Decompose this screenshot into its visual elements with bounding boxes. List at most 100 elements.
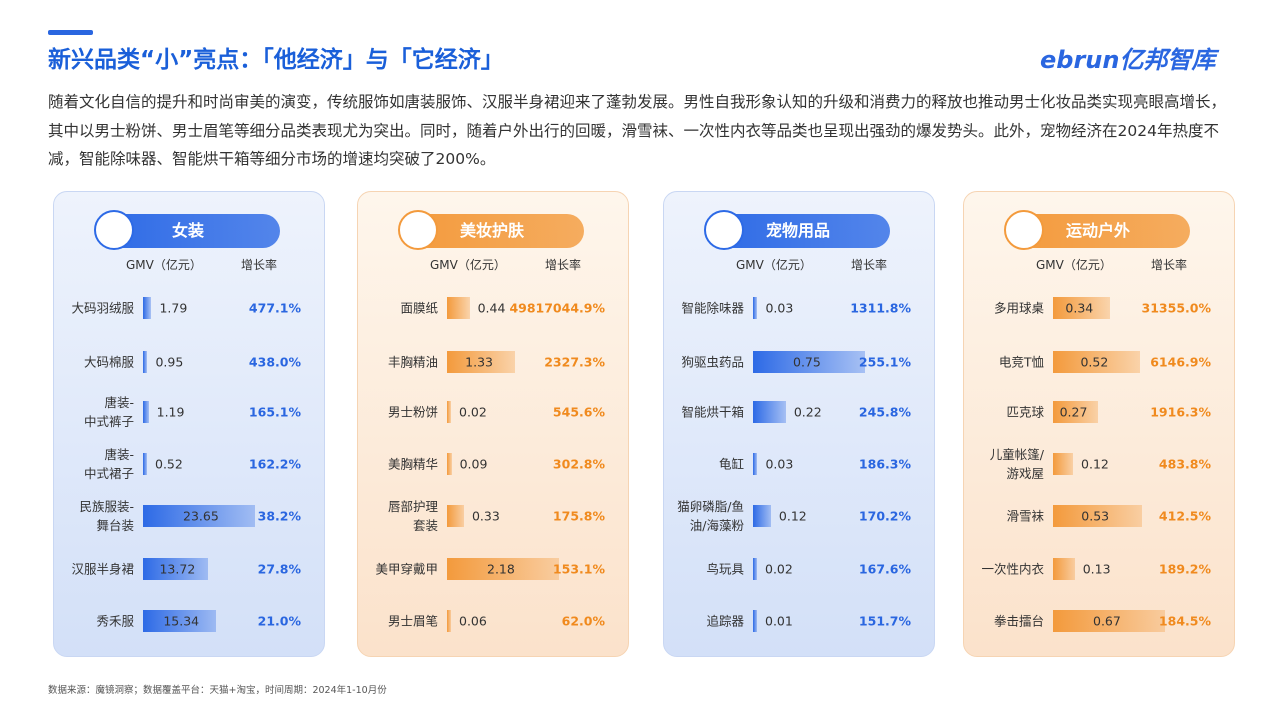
gmv-bar bbox=[753, 610, 757, 632]
gmv-bar bbox=[447, 401, 451, 423]
growth-label: 151.7% bbox=[858, 613, 911, 629]
growth-label: 49817044.9% bbox=[509, 300, 605, 316]
category-label: 丰胸精油 bbox=[387, 354, 438, 370]
gmv-label: 1.19 bbox=[156, 404, 185, 420]
title-accent bbox=[48, 30, 93, 35]
gmv-bar bbox=[1053, 297, 1110, 319]
growth-label: 1311.8% bbox=[850, 300, 911, 316]
gmv-bar bbox=[1053, 351, 1140, 373]
gmv-bar bbox=[1053, 610, 1165, 632]
gmv-label: 23.65 bbox=[183, 508, 219, 524]
gmv-label: 0.75 bbox=[793, 354, 821, 370]
growth-label: 31355.0% bbox=[1141, 300, 1211, 316]
gmv-bar bbox=[753, 505, 771, 527]
gmv-label: 0.33 bbox=[471, 508, 500, 524]
category-panel: 运动户外 GMV（亿元） 增长率 多用球桌 0.34 31355.0% 电竞T恤 0.52 61… bbox=[963, 191, 1235, 657]
category-label: 电竞T恤 bbox=[998, 354, 1044, 370]
gmv-label: 0.67 bbox=[1093, 613, 1121, 629]
category-label: 多用球桌 bbox=[993, 300, 1044, 316]
logo: ebrun亿邦智库 bbox=[1040, 46, 1216, 74]
category-label: 滑雪袜 bbox=[1006, 508, 1044, 524]
category-label: 狗驱虫药品 bbox=[681, 354, 744, 370]
gmv-bar bbox=[143, 610, 216, 632]
legend-growth: 增长率 bbox=[545, 258, 582, 272]
legend-gmv: GMV（亿元） bbox=[430, 258, 506, 272]
growth-label: 184.5% bbox=[1158, 613, 1211, 629]
gmv-label: 13.72 bbox=[159, 561, 196, 577]
category-label: 秀禾服 bbox=[96, 613, 134, 629]
gmv-bar bbox=[143, 297, 152, 319]
growth-label: 38.2% bbox=[257, 508, 301, 524]
panel-icon bbox=[94, 210, 134, 250]
growth-label: 6146.9% bbox=[1150, 354, 1211, 370]
gmv-bar bbox=[753, 453, 758, 475]
category-label: 一次性内衣 bbox=[981, 561, 1044, 577]
gmv-bar bbox=[143, 558, 208, 580]
gmv-label: 0.01 bbox=[765, 613, 793, 629]
panel-icon bbox=[1004, 210, 1044, 250]
gmv-bar bbox=[447, 453, 452, 475]
gmv-label: 0.03 bbox=[765, 456, 794, 472]
category-label: 儿童帐篷/ 游戏屋 bbox=[989, 447, 1044, 481]
category-label: 唇部护理 套装 bbox=[387, 499, 438, 533]
gmv-label: 0.02 bbox=[765, 561, 793, 577]
growth-label: 1916.3% bbox=[1150, 404, 1211, 420]
intro-text: 随着文化自信的提升和时尚审美的演变，传统服饰如唐装服饰、汉服半身裙迎来了蓬勃发展… bbox=[48, 93, 1227, 168]
growth-label: 21.0% bbox=[257, 613, 301, 629]
category-label: 美胸精华 bbox=[387, 456, 438, 472]
category-label: 鸟玩具 bbox=[706, 561, 744, 577]
page-title: 新兴品类“小”亮点：「他经济」与「它经济」 bbox=[48, 47, 504, 73]
category-label: 智能烘干箱 bbox=[681, 404, 744, 420]
growth-label: 189.2% bbox=[1158, 561, 1211, 577]
growth-label: 545.6% bbox=[552, 404, 605, 420]
gmv-label: 0.27 bbox=[1059, 404, 1088, 420]
gmv-label: 0.34 bbox=[1065, 300, 1094, 316]
gmv-label: 0.22 bbox=[793, 404, 822, 420]
gmv-label: 0.44 bbox=[477, 300, 506, 316]
gmv-label: 0.03 bbox=[765, 300, 794, 316]
gmv-label: 1.33 bbox=[465, 354, 493, 370]
growth-label: 27.8% bbox=[257, 561, 301, 577]
gmv-label: 0.12 bbox=[1081, 456, 1109, 472]
category-label: 面膜纸 bbox=[400, 300, 438, 316]
legend-growth: 增长率 bbox=[241, 258, 278, 272]
gmv-bar bbox=[1053, 558, 1075, 580]
gmv-label: 0.12 bbox=[778, 508, 807, 524]
gmv-bar bbox=[143, 351, 148, 373]
category-label: 唐装- 中式裙子 bbox=[83, 447, 134, 481]
growth-label: 170.2% bbox=[858, 508, 911, 524]
gmv-label: 0.53 bbox=[1081, 508, 1110, 524]
gmv-bar bbox=[447, 297, 470, 319]
growth-label: 167.6% bbox=[858, 561, 911, 577]
gmv-bar bbox=[447, 558, 559, 580]
growth-label: 2327.3% bbox=[544, 354, 605, 370]
category-label: 男士眉笔 bbox=[387, 613, 438, 629]
category-label: 猫卵磷脂/鱼 油/海藻粉 bbox=[677, 499, 744, 533]
growth-label: 412.5% bbox=[1158, 508, 1211, 524]
category-panel: 宠物用品 GMV（亿元） 增长率 智能除味器 0.03 1311.8% 狗驱虫药品 0.75 2… bbox=[663, 191, 935, 657]
growth-label: 438.0% bbox=[248, 354, 301, 370]
source-note: 数据来源：魔镜洞察；数据覆盖平台：天猫+淘宝，时间周期：2024年1-10月份 bbox=[48, 685, 387, 696]
growth-label: 302.8% bbox=[552, 456, 605, 472]
growth-label: 255.1% bbox=[858, 354, 911, 370]
gmv-bar bbox=[753, 558, 757, 580]
category-label: 龟缸 bbox=[718, 456, 744, 472]
growth-label: 165.1% bbox=[248, 404, 301, 420]
gmv-bar bbox=[143, 401, 149, 423]
category-label: 汉服半身裙 bbox=[71, 561, 134, 577]
growth-label: 153.1% bbox=[552, 561, 605, 577]
legend-growth: 增长率 bbox=[851, 258, 888, 272]
gmv-label: 0.52 bbox=[155, 456, 183, 472]
gmv-label: 1.79 bbox=[159, 300, 188, 316]
category-label: 男士粉饼 bbox=[387, 404, 438, 420]
growth-label: 245.8% bbox=[858, 404, 911, 420]
gmv-bar bbox=[753, 401, 786, 423]
category-label: 唐装- 中式裤子 bbox=[83, 395, 134, 429]
panel-icon bbox=[704, 210, 744, 250]
gmv-bar bbox=[753, 297, 758, 319]
panel-icon bbox=[398, 210, 438, 250]
legend-gmv: GMV（亿元） bbox=[736, 258, 812, 272]
category-label: 拳击擂台 bbox=[993, 613, 1044, 629]
legend-gmv: GMV（亿元） bbox=[126, 258, 202, 272]
gmv-label: 0.13 bbox=[1082, 561, 1111, 577]
